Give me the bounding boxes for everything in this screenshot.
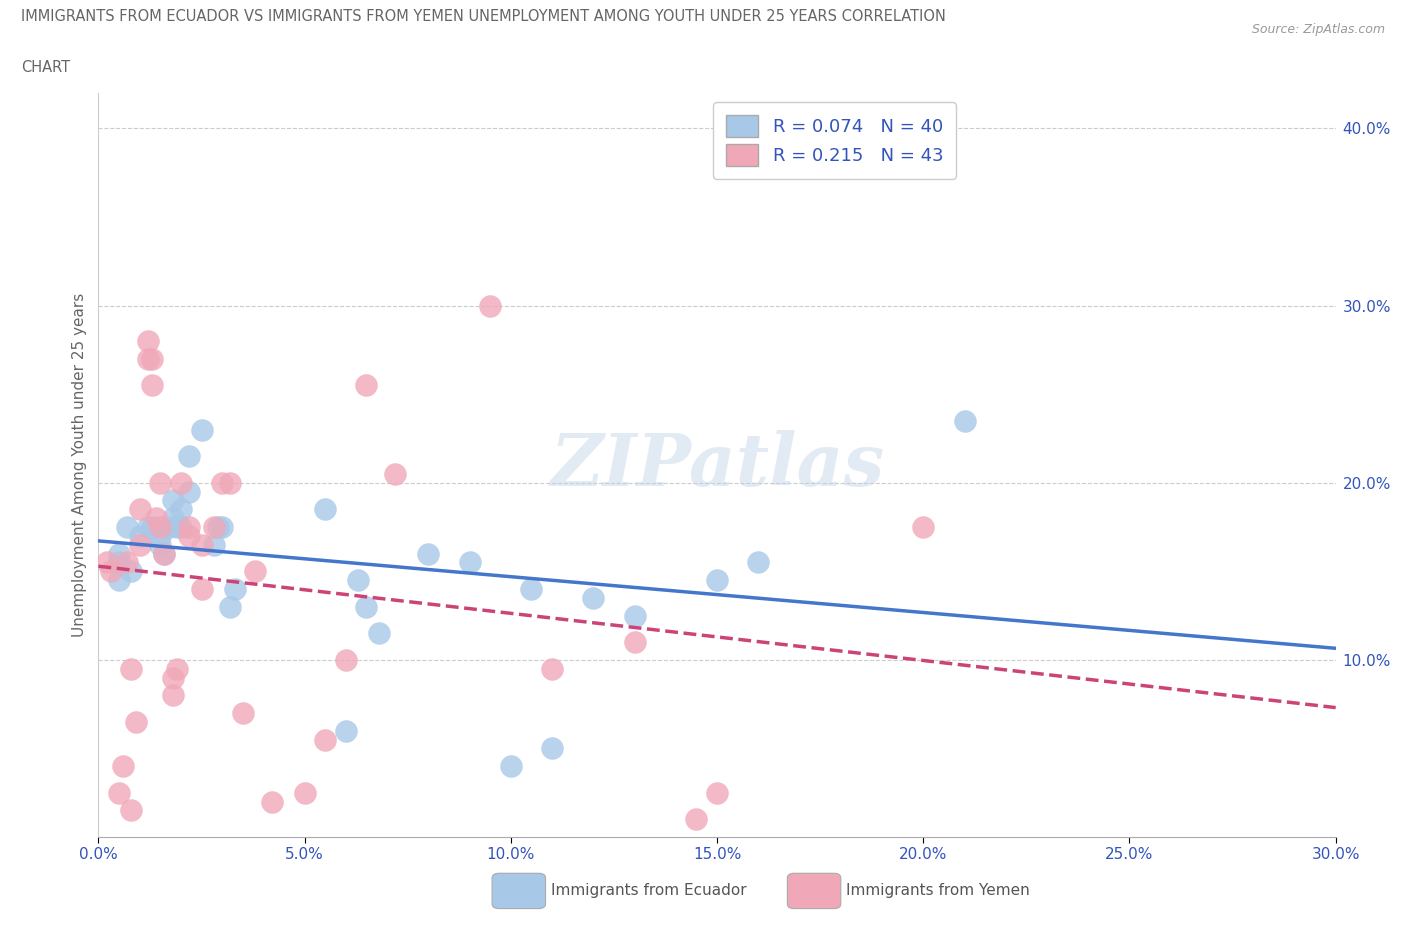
Point (162, 493, 184, 508)
Text: Immigrants from Yemen: Immigrants from Yemen (846, 884, 1031, 898)
Point (260, 794, 283, 809)
Point (347, 573, 370, 588)
Point (706, 573, 728, 588)
Point (335, 653, 357, 668)
Point (190, 538, 212, 552)
Point (136, 520, 159, 535)
Point (623, 608, 645, 623)
Point (190, 581, 212, 596)
Point (190, 422, 212, 437)
Point (96, 555, 118, 570)
Point (149, 475, 172, 490)
Point (685, 812, 707, 827)
Point (179, 528, 201, 543)
Point (170, 502, 193, 517)
Point (141, 352, 163, 366)
Point (124, 714, 146, 729)
FancyBboxPatch shape (492, 873, 546, 909)
Point (117, 555, 139, 570)
Point (136, 352, 159, 366)
Point (623, 634, 645, 649)
Point (128, 538, 150, 552)
Point (219, 475, 242, 490)
Text: IMMIGRANTS FROM ECUADOR VS IMMIGRANTS FROM YEMEN UNEMPLOYMENT AMONG YOUTH UNDER : IMMIGRANTS FROM ECUADOR VS IMMIGRANTS FR… (21, 9, 946, 24)
Point (211, 475, 233, 490)
Point (179, 520, 201, 535)
Point (162, 671, 184, 685)
Text: Source: ZipAtlas.com: Source: ZipAtlas.com (1251, 23, 1385, 36)
Point (108, 555, 131, 570)
Point (149, 528, 172, 543)
Point (202, 538, 225, 552)
Point (149, 538, 172, 552)
Point (120, 661, 142, 676)
Point (747, 555, 769, 570)
Point (314, 502, 336, 517)
Point (162, 511, 184, 525)
Point (170, 520, 193, 535)
Point (232, 706, 254, 721)
Point (112, 759, 135, 774)
Point (479, 299, 502, 313)
Text: ZIPatlas: ZIPatlas (550, 430, 884, 500)
Point (706, 785, 728, 800)
Point (128, 502, 150, 517)
Point (356, 599, 378, 614)
Point (179, 485, 201, 499)
Text: CHART: CHART (21, 60, 70, 75)
Point (499, 759, 522, 774)
Point (243, 564, 266, 578)
Point (141, 378, 163, 392)
Point (314, 732, 336, 747)
Point (153, 546, 176, 561)
Y-axis label: Unemployment Among Youth under 25 years: Unemployment Among Youth under 25 years (72, 293, 87, 637)
Point (335, 724, 357, 738)
Point (108, 785, 131, 800)
Point (108, 546, 131, 561)
Point (166, 520, 188, 535)
Point (520, 581, 543, 596)
Point (153, 546, 176, 561)
Point (912, 520, 935, 535)
Point (224, 581, 246, 596)
Point (541, 661, 564, 676)
Point (356, 378, 378, 392)
Point (120, 803, 142, 817)
Point (541, 741, 564, 756)
Point (367, 626, 389, 641)
Point (141, 520, 163, 535)
Text: Immigrants from Ecuador: Immigrants from Ecuador (551, 884, 747, 898)
Point (294, 785, 316, 800)
Point (170, 475, 193, 490)
Point (207, 520, 229, 535)
Point (117, 520, 139, 535)
Point (458, 555, 481, 570)
FancyBboxPatch shape (787, 873, 841, 909)
Point (166, 661, 188, 676)
Point (211, 520, 233, 535)
Point (202, 520, 225, 535)
Point (100, 564, 122, 578)
Point (149, 520, 172, 535)
Point (145, 511, 167, 525)
Point (384, 467, 406, 482)
Point (418, 546, 440, 561)
Point (953, 413, 976, 428)
Legend: R = 0.074   N = 40, R = 0.215   N = 43: R = 0.074 N = 40, R = 0.215 N = 43 (713, 102, 956, 179)
Point (179, 448, 201, 463)
Point (120, 564, 142, 578)
Point (157, 520, 180, 535)
Point (162, 688, 184, 703)
Point (582, 591, 605, 605)
Point (108, 573, 131, 588)
Point (219, 599, 242, 614)
Point (128, 528, 150, 543)
Point (136, 334, 159, 349)
